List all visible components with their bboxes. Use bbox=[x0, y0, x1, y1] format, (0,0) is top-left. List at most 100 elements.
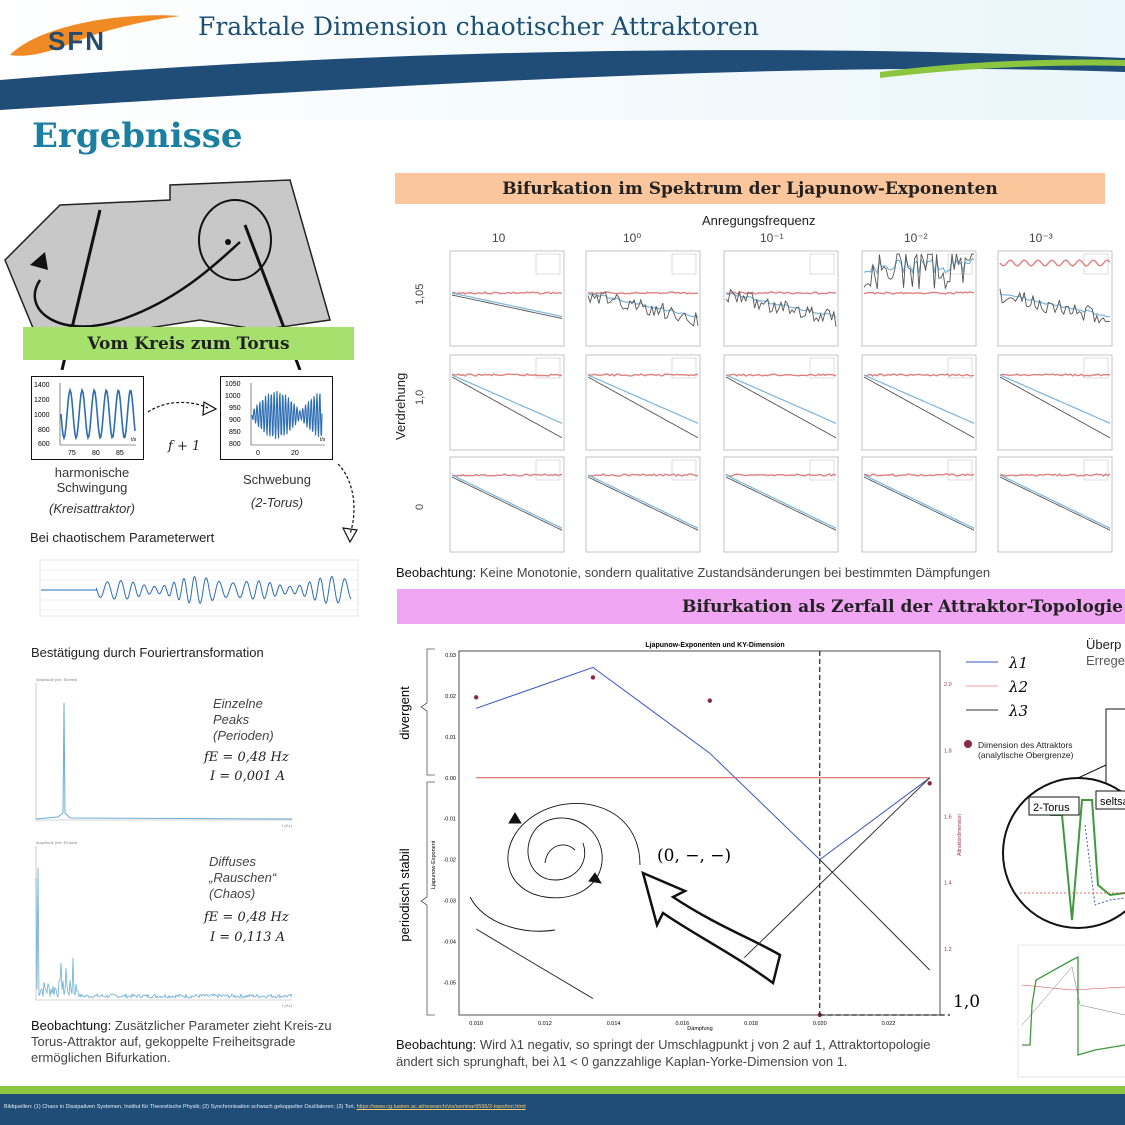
overview-title: Überp bbox=[1086, 637, 1122, 652]
harmonic-label-line1: harmonische bbox=[54, 465, 130, 480]
x-tick-label: 0.020 bbox=[813, 1021, 827, 1027]
y-tick-label: 0.03 bbox=[445, 653, 456, 659]
circle-to-torus-heading: Vom Kreis zum Torus bbox=[23, 327, 354, 360]
dimension-point bbox=[707, 698, 713, 703]
torus-sketch bbox=[4, 179, 331, 370]
harmonic-plot-svg: 1400 1200 1000 800 600 75 80 85 t/s bbox=[34, 382, 137, 457]
harmonic-plot: 1400 1200 1000 800 600 75 80 85 t/s bbox=[31, 376, 144, 460]
fft2-annotation: Diffuses „Rauschen“ (Chaos) bbox=[209, 854, 276, 902]
frequency-label: Anregungsfrequenz bbox=[702, 213, 816, 228]
annotation-label: (0, −, −) bbox=[657, 846, 731, 866]
plot1-ytick: 1400 bbox=[34, 382, 50, 389]
side-label-stable: periodisch stabil bbox=[397, 848, 412, 941]
legend-lambda2: λ2 bbox=[1008, 678, 1028, 696]
lyapunov-subplot bbox=[585, 456, 701, 553]
beat-label-line: Schwebung bbox=[243, 472, 311, 487]
lyapunov-subplot bbox=[861, 250, 977, 347]
lyapunov-subplot bbox=[723, 354, 839, 451]
plot2-unit: t/s bbox=[320, 437, 326, 443]
y2-tick-label: 1.8 bbox=[944, 748, 952, 754]
plot2-xtick: 20 bbox=[291, 450, 299, 457]
plot1-ytick: 1000 bbox=[34, 412, 50, 419]
zoom-label-torus: 2-Torus bbox=[1033, 802, 1070, 814]
beat-label: Schwebung (2-Torus) bbox=[232, 472, 322, 510]
series-line-λ3 bbox=[475, 928, 594, 1000]
fft1-eq1: fE = 0,48 Hz bbox=[204, 750, 289, 765]
plot2-xtick: 0 bbox=[256, 450, 260, 457]
fft2-eq1: fE = 0,48 Hz bbox=[204, 910, 289, 925]
dashed-value: 1,0 bbox=[953, 992, 980, 1012]
big-arrow-icon bbox=[641, 870, 782, 986]
overview-subtitle: Errege bbox=[1086, 653, 1125, 668]
lyapunov-grid bbox=[449, 250, 1113, 553]
fft-plot-chaos: Amplitude (bel. Einheit) f (Hz) bbox=[35, 840, 292, 1008]
y2-tick-label: 2.0 bbox=[944, 682, 952, 688]
lyapunov-subplot bbox=[997, 456, 1113, 553]
fft2-text-line: (Chaos) bbox=[209, 886, 256, 901]
plot2-ytick: 800 bbox=[229, 441, 241, 448]
row-value: 1,0 bbox=[414, 389, 426, 405]
plot1-xtick: 75 bbox=[68, 450, 76, 457]
lyapunov-ky-chart: Ljapunow-Exponenten und KY-Dimension Däm… bbox=[397, 642, 980, 1032]
dimension-point bbox=[590, 675, 596, 680]
chart-title: Ljapunow-Exponenten und KY-Dimension bbox=[645, 642, 784, 649]
observation-2-label: Beobachtung: bbox=[396, 1037, 477, 1052]
spiral-illustration bbox=[469, 803, 641, 932]
logo: SFN bbox=[48, 26, 106, 56]
series-line-λ3 bbox=[743, 777, 931, 959]
section-title: Ergebnisse bbox=[32, 116, 243, 156]
left-observation: Beobachtung: Zusätzlicher Parameter zieh… bbox=[31, 1018, 361, 1066]
row-value: 1,05 bbox=[414, 283, 426, 305]
plot2-ytick: 850 bbox=[229, 429, 241, 436]
observation-1: Beobachtung: Keine Monotonie, sondern qu… bbox=[396, 565, 990, 580]
y2-tick-label: 1.4 bbox=[944, 881, 952, 887]
freq-value: 10⁻³ bbox=[1029, 231, 1053, 245]
observation-2: Beobachtung: Wird λ1 negativ, so springt… bbox=[396, 1036, 931, 1070]
chart-xlabel: Dämpfung bbox=[687, 1026, 712, 1032]
header-background bbox=[0, 0, 1125, 120]
freq-value: 10 bbox=[492, 231, 506, 245]
fft-xunit: f (Hz) bbox=[282, 823, 292, 828]
lyapunov-subplot bbox=[997, 354, 1113, 451]
harmonic-label-italic: (Kreisattraktor) bbox=[49, 501, 135, 516]
plot2-ytick: 1050 bbox=[225, 381, 241, 388]
row-value: 0 bbox=[414, 503, 426, 510]
page-title: Fraktale Dimension chaotischer Attraktor… bbox=[198, 12, 759, 41]
lyapunov-subplot bbox=[861, 354, 977, 451]
plot1-xtick: 85 bbox=[116, 450, 124, 457]
fft1-ylabel: Amplitude (bel. Einheit) bbox=[36, 677, 78, 682]
y-tick-label: 0.02 bbox=[445, 694, 456, 700]
zoom-inset: 2-Torus seltsa bbox=[1002, 708, 1125, 1078]
arrow-label: f + 1 bbox=[168, 439, 201, 454]
lyapunov-subplot bbox=[723, 456, 839, 553]
footer-green-stripe bbox=[0, 1086, 1125, 1094]
y-tick-label: 0.00 bbox=[445, 776, 456, 782]
freq-value: 10⁻¹ bbox=[760, 231, 784, 245]
arrow-right-icon bbox=[147, 400, 218, 416]
fourier-caption: Bestätigung durch Fouriertransformation bbox=[31, 645, 264, 660]
footer-bar bbox=[0, 1094, 1125, 1125]
harmonic-label-line2: Schwingung bbox=[56, 480, 128, 495]
observation-1-text: Keine Monotonie, sondern qualitative Zus… bbox=[479, 565, 991, 580]
lyapunov-subplot bbox=[997, 250, 1113, 347]
chart-ylabel: Ljapunow-Exponent bbox=[431, 840, 437, 889]
fft1-annotation: Einzelne Peaks (Perioden) bbox=[213, 696, 274, 744]
y2-tick-label: 1.6 bbox=[944, 814, 952, 820]
fft1-text-line: (Perioden) bbox=[213, 728, 274, 743]
fft2-ylabel: Amplitude (bel. Einheit) bbox=[36, 840, 78, 845]
beat-plot: 1050 1000 950 900 850 800 0 20 t/s bbox=[220, 376, 333, 460]
harmonic-label: harmonische Schwingung (Kreisattraktor) bbox=[42, 465, 142, 516]
lyapunov-subplot bbox=[449, 354, 565, 451]
dimension-point bbox=[927, 781, 932, 786]
series-line-λ3 bbox=[819, 859, 931, 971]
left-observation-label: Beobachtung: bbox=[31, 1018, 112, 1033]
plot1-xtick: 80 bbox=[92, 450, 100, 457]
footer-link[interactable]: https://www.cg.tuwien.ac.at/research/vis… bbox=[356, 1104, 526, 1110]
rotation-label: Verdrehung bbox=[393, 372, 408, 440]
fft1-text-line: Einzelne bbox=[213, 696, 263, 711]
observation-2-text-b: ändert sich sprunghaft, bei λ1 < 0 ganzz… bbox=[396, 1054, 848, 1069]
y-tick-label: 0.01 bbox=[445, 735, 456, 741]
beat-label-italic: (2-Torus) bbox=[250, 495, 304, 510]
dimension-legend-line2: (analytische Obergrenze) bbox=[978, 750, 1074, 760]
chart-legend: λ1 λ2 λ3 bbox=[966, 654, 1028, 720]
